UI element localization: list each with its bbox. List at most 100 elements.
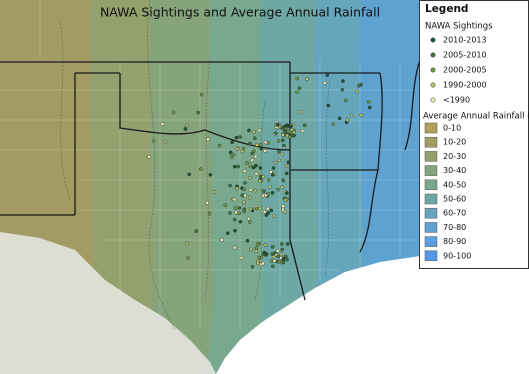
sighting-point bbox=[283, 130, 288, 135]
sighting-point bbox=[240, 149, 245, 154]
sighting-point bbox=[305, 77, 309, 81]
sighting-point bbox=[217, 143, 222, 148]
sighting-point bbox=[251, 130, 256, 134]
rainfall-label: 70-80 bbox=[443, 223, 466, 232]
sighting-point bbox=[183, 127, 188, 131]
sighting-point bbox=[269, 208, 274, 213]
sighting-point bbox=[355, 89, 360, 94]
rainfall-contours bbox=[59, 0, 331, 331]
sighting-point bbox=[207, 211, 212, 216]
sighting-point bbox=[285, 133, 290, 138]
rainfall-label: 90-100 bbox=[443, 251, 471, 260]
sighting-point bbox=[151, 138, 156, 143]
sighting-point bbox=[266, 206, 270, 211]
legend-title: Legend bbox=[425, 3, 468, 15]
sighting-point bbox=[263, 148, 268, 153]
sighting-point bbox=[198, 167, 203, 171]
sighting-point bbox=[248, 175, 252, 180]
legend-box bbox=[419, 0, 529, 269]
sighting-swatch bbox=[430, 37, 436, 43]
sighting-point bbox=[269, 259, 274, 263]
sighting-point bbox=[326, 103, 331, 108]
sighting-point bbox=[276, 254, 280, 258]
sighting-point bbox=[147, 155, 151, 159]
sighting-point bbox=[259, 146, 264, 151]
sighting-point bbox=[366, 100, 371, 104]
sighting-point bbox=[254, 246, 259, 250]
sighting-point bbox=[269, 170, 273, 174]
sighting-point bbox=[297, 110, 302, 114]
sighting-point bbox=[270, 245, 275, 249]
sighting-point bbox=[243, 180, 247, 185]
sighting-point bbox=[367, 105, 372, 110]
sighting-point bbox=[238, 219, 243, 224]
sighting-point bbox=[283, 210, 287, 214]
sighting-point bbox=[248, 207, 253, 212]
sighting-swatch bbox=[430, 52, 436, 58]
sighting-point bbox=[266, 178, 271, 182]
sighting-point bbox=[237, 206, 242, 210]
sighting-point bbox=[280, 138, 285, 143]
sighting-point bbox=[261, 261, 265, 266]
sighting-point bbox=[234, 210, 238, 215]
sighting-point bbox=[280, 247, 285, 252]
rainfall-label: 10-20 bbox=[443, 138, 466, 147]
sighting-label: 2000-2005 bbox=[443, 66, 487, 75]
sighting-point bbox=[249, 164, 253, 169]
sighting-point bbox=[248, 187, 253, 192]
sighting-point bbox=[357, 84, 361, 88]
sighting-point bbox=[184, 241, 189, 246]
sighting-point bbox=[258, 166, 263, 170]
sighting-point bbox=[340, 87, 345, 92]
sighting-point bbox=[245, 238, 250, 243]
sighting-point bbox=[275, 248, 280, 253]
rainfall-label: 30-40 bbox=[443, 166, 466, 175]
sighting-point bbox=[300, 128, 305, 133]
sighting-point bbox=[186, 256, 190, 260]
sighting-point bbox=[229, 155, 234, 159]
sighting-point bbox=[283, 254, 288, 259]
sighting-point bbox=[302, 123, 307, 128]
sighting-point bbox=[205, 200, 209, 205]
sighting-point bbox=[258, 206, 262, 211]
sighting-point bbox=[289, 124, 293, 128]
sighting-point bbox=[241, 199, 246, 204]
sighting-label: 2010-2013 bbox=[443, 36, 487, 45]
sighting-point bbox=[253, 188, 258, 193]
sighting-point bbox=[284, 191, 289, 195]
sighting-point bbox=[295, 90, 299, 95]
rainfall-swatch bbox=[424, 136, 438, 148]
sightings-heading: NAWA Sightings bbox=[425, 22, 493, 32]
rainfall-label: 80-90 bbox=[443, 237, 466, 246]
rainfall-swatch bbox=[424, 236, 438, 247]
map-title: NAWA Sightings and Average Annual Rainfa… bbox=[100, 5, 380, 20]
sighting-point bbox=[275, 123, 280, 127]
sighting-point bbox=[232, 217, 237, 222]
sighting-label: 1990-2000 bbox=[443, 81, 487, 90]
sighting-point bbox=[245, 160, 249, 165]
sighting-point bbox=[257, 255, 262, 260]
rainfall-swatch bbox=[424, 165, 438, 176]
sighting-point bbox=[228, 183, 232, 188]
rainfall-label: 40-50 bbox=[443, 180, 466, 189]
rainfall-band bbox=[207, 0, 271, 374]
sighting-point bbox=[284, 126, 288, 131]
sighting-point bbox=[289, 127, 294, 132]
sighting-point bbox=[266, 192, 270, 196]
sighting-point bbox=[199, 92, 204, 97]
rainfall-swatch bbox=[424, 122, 438, 134]
sighting-point bbox=[281, 204, 285, 208]
sighting-point bbox=[263, 140, 268, 145]
sighting-point bbox=[247, 195, 252, 200]
sighting-point bbox=[208, 172, 213, 177]
sighting-point bbox=[270, 172, 275, 177]
sighting-point bbox=[259, 143, 263, 147]
sighting-point bbox=[242, 187, 246, 192]
sighting-point bbox=[257, 128, 262, 133]
sighting-point bbox=[279, 185, 284, 189]
rainfall-band bbox=[257, 0, 326, 374]
rainfall-swatch bbox=[424, 207, 438, 219]
mexico-area bbox=[0, 232, 216, 374]
sighting-point bbox=[271, 254, 276, 259]
sighting-point bbox=[263, 243, 268, 247]
